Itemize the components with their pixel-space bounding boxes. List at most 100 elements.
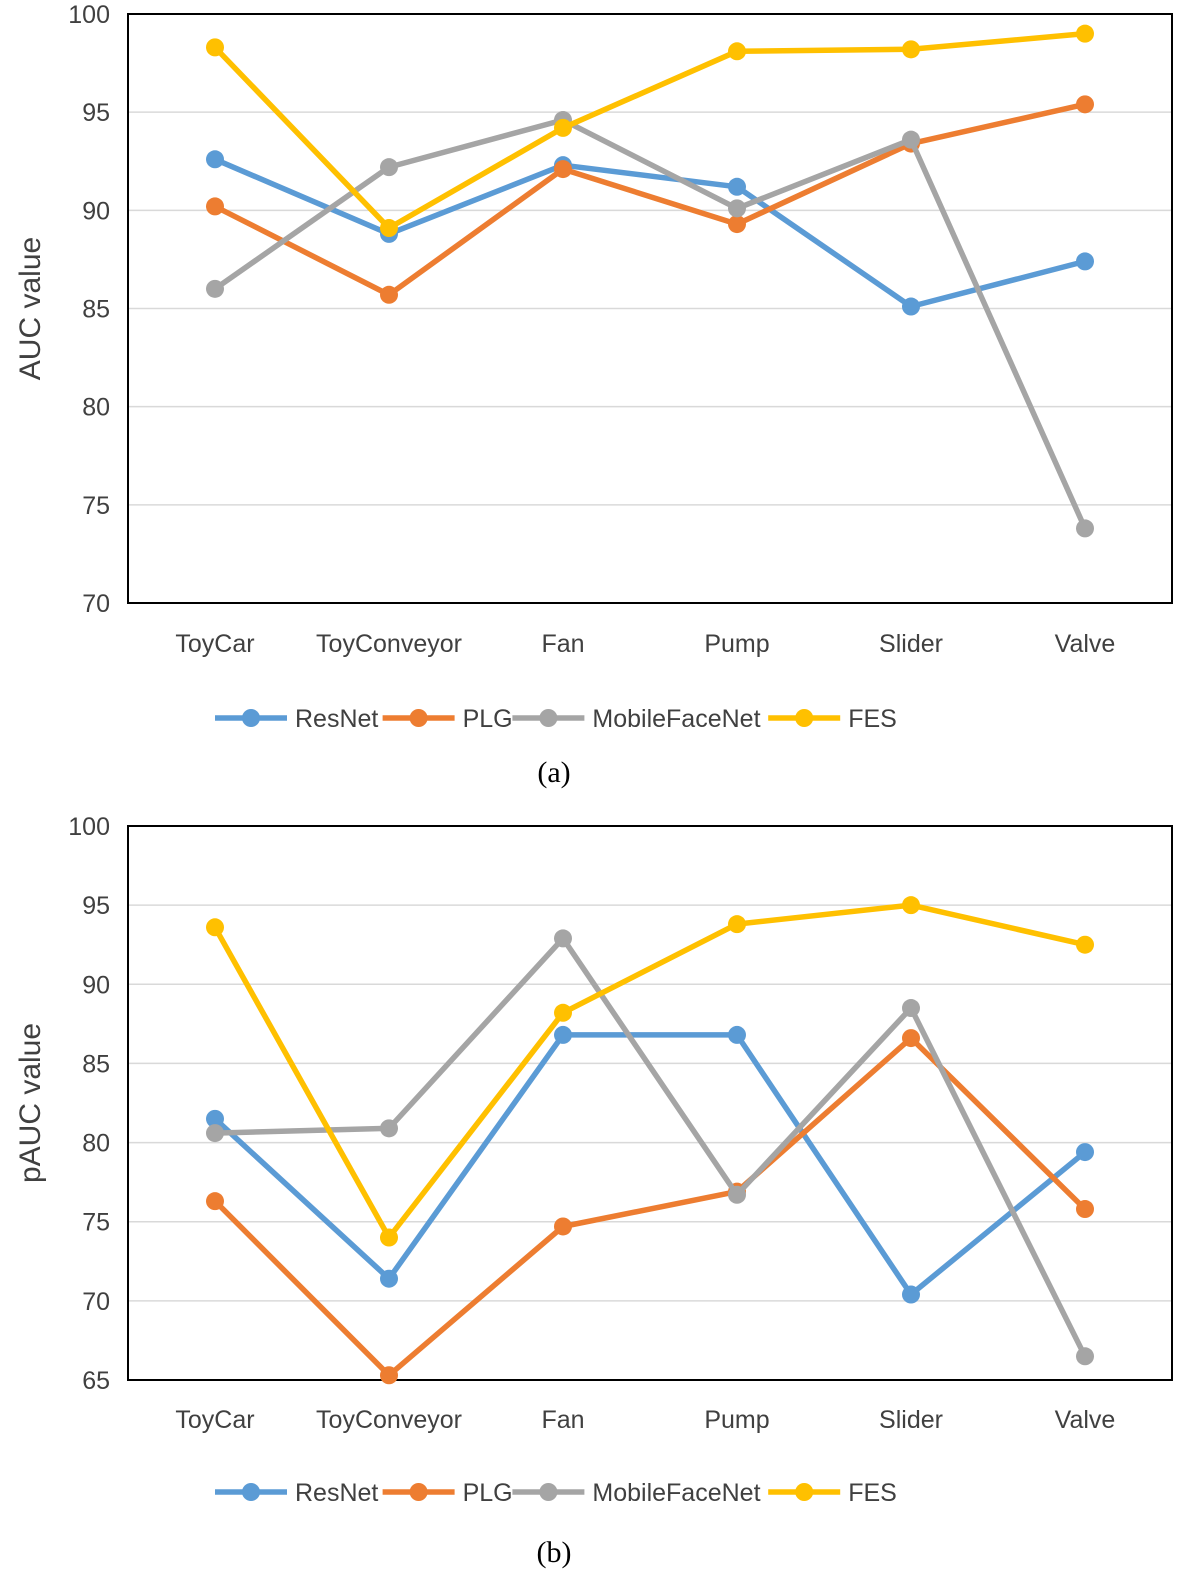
y-tick-label: 95 xyxy=(82,99,110,127)
x-tick-label: Pump xyxy=(704,630,769,658)
y-tick-label: 70 xyxy=(82,1288,110,1316)
data-point-PLG xyxy=(1076,1200,1094,1219)
y-axis-label: AUC value xyxy=(14,237,47,380)
data-point-ResNet xyxy=(902,1285,920,1304)
data-point-MobileFaceNet xyxy=(902,999,920,1018)
legend-marker-PLG xyxy=(409,709,428,727)
data-point-MobileFaceNet xyxy=(902,130,920,149)
series-line-FES xyxy=(212,30,1088,231)
data-point-FES xyxy=(728,42,746,61)
data-point-ResNet xyxy=(380,1269,398,1288)
data-point-PLG xyxy=(728,215,746,234)
data-point-FES xyxy=(1076,24,1094,43)
x-tick-label: ToyConveyor xyxy=(316,1406,462,1434)
legend-label: ResNet xyxy=(295,705,378,733)
legend-label: FES xyxy=(848,705,897,733)
legend-label: FES xyxy=(848,1479,897,1507)
legend-label: MobileFaceNet xyxy=(592,1479,760,1507)
x-tick-label: ToyCar xyxy=(175,630,254,658)
y-tick-label: 80 xyxy=(82,1130,110,1158)
data-point-FES xyxy=(554,118,572,137)
data-point-PLG xyxy=(206,197,224,216)
plot-area xyxy=(127,13,1173,604)
y-tick-label: 70 xyxy=(82,590,110,618)
legend-marker-PLG xyxy=(409,1483,428,1501)
data-point-FES xyxy=(206,38,224,57)
plot-area xyxy=(127,825,1173,1381)
x-tick-label: ToyCar xyxy=(175,1406,254,1434)
data-point-FES xyxy=(1076,935,1094,954)
data-point-FES xyxy=(380,219,398,238)
y-tick-label: 85 xyxy=(82,296,110,324)
data-point-PLG xyxy=(902,1029,920,1048)
legend-label: PLG xyxy=(463,1479,513,1507)
legend-marker-MobileFaceNet xyxy=(539,709,558,727)
legend-label: PLG xyxy=(463,705,513,733)
data-point-MobileFaceNet xyxy=(554,929,572,948)
y-tick-label: 65 xyxy=(82,1367,110,1395)
data-point-MobileFaceNet xyxy=(380,158,398,177)
series-line-FES xyxy=(212,902,1088,1241)
y-tick-label: 75 xyxy=(82,1209,110,1237)
data-point-FES xyxy=(554,1003,572,1022)
series-line-ResNet xyxy=(212,1032,1088,1298)
series-line-PLG xyxy=(212,1035,1088,1379)
legend-marker-ResNet xyxy=(242,709,260,727)
x-tick-label: ToyConveyor xyxy=(316,630,462,658)
figure-caption: (b) xyxy=(537,1536,572,1569)
y-tick-label: 85 xyxy=(82,1050,110,1078)
data-point-MobileFaceNet xyxy=(728,1185,746,1204)
data-point-PLG xyxy=(1076,95,1094,114)
y-tick-label: 90 xyxy=(82,197,110,225)
data-point-PLG xyxy=(380,1366,398,1385)
data-point-MobileFaceNet xyxy=(206,279,224,298)
x-tick-label: Valve xyxy=(1055,1406,1116,1434)
y-tick-label: 95 xyxy=(82,892,110,920)
legend-marker-FES xyxy=(795,1483,814,1501)
data-point-PLG xyxy=(206,1192,224,1211)
y-tick-label: 80 xyxy=(82,394,110,422)
legend-label: MobileFaceNet xyxy=(592,705,760,733)
data-point-ResNet xyxy=(554,1025,572,1044)
data-point-ResNet xyxy=(902,297,920,316)
y-axis-label: pAUC value xyxy=(14,1023,47,1183)
data-point-MobileFaceNet xyxy=(728,199,746,218)
x-tick-label: Slider xyxy=(879,630,943,658)
data-point-FES xyxy=(902,896,920,915)
legend-label: ResNet xyxy=(295,1479,378,1507)
data-point-FES xyxy=(206,918,224,937)
data-point-PLG xyxy=(380,285,398,304)
legend-marker-FES xyxy=(795,709,814,727)
series-line-ResNet xyxy=(212,156,1088,310)
data-point-ResNet xyxy=(728,1025,746,1044)
x-tick-label: Pump xyxy=(704,1406,769,1434)
data-point-FES xyxy=(902,40,920,59)
data-point-FES xyxy=(728,915,746,934)
data-point-PLG xyxy=(554,160,572,179)
data-point-ResNet xyxy=(206,1109,224,1128)
data-point-MobileFaceNet xyxy=(1076,1347,1094,1366)
y-tick-label: 90 xyxy=(82,971,110,999)
legend-marker-ResNet xyxy=(242,1483,260,1501)
data-point-ResNet xyxy=(206,150,224,169)
data-point-MobileFaceNet xyxy=(206,1124,224,1143)
data-point-FES xyxy=(380,1228,398,1247)
data-point-MobileFaceNet xyxy=(1076,519,1094,538)
x-tick-label: Fan xyxy=(541,1406,584,1434)
x-tick-label: Slider xyxy=(879,1406,943,1434)
series-line-PLG xyxy=(212,101,1088,298)
data-point-ResNet xyxy=(728,177,746,196)
data-point-MobileFaceNet xyxy=(380,1119,398,1138)
data-point-ResNet xyxy=(1076,252,1094,271)
legend-marker-MobileFaceNet xyxy=(539,1483,558,1501)
y-tick-label: 100 xyxy=(68,813,110,841)
series-line-MobileFaceNet xyxy=(212,935,1088,1360)
figure-caption: (a) xyxy=(537,756,570,789)
x-tick-label: Valve xyxy=(1055,630,1116,658)
y-tick-label: 75 xyxy=(82,492,110,520)
data-point-ResNet xyxy=(1076,1143,1094,1162)
x-tick-label: Fan xyxy=(541,630,584,658)
series-line-MobileFaceNet xyxy=(212,117,1088,532)
data-point-PLG xyxy=(554,1217,572,1236)
